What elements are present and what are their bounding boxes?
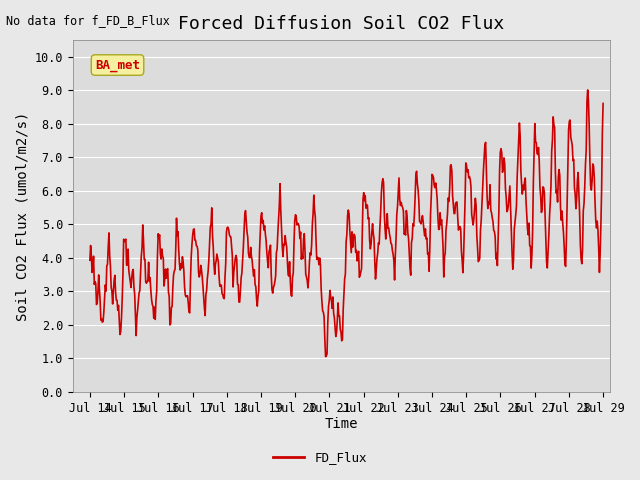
Y-axis label: Soil CO2 Flux (umol/m2/s): Soil CO2 Flux (umol/m2/s) xyxy=(15,111,29,321)
Text: BA_met: BA_met xyxy=(95,59,140,72)
Legend: FD_Flux: FD_Flux xyxy=(268,446,372,469)
Text: No data for f_FD_B_Flux: No data for f_FD_B_Flux xyxy=(6,14,170,27)
X-axis label: Time: Time xyxy=(324,418,358,432)
Title: Forced Diffusion Soil CO2 Flux: Forced Diffusion Soil CO2 Flux xyxy=(178,15,504,33)
